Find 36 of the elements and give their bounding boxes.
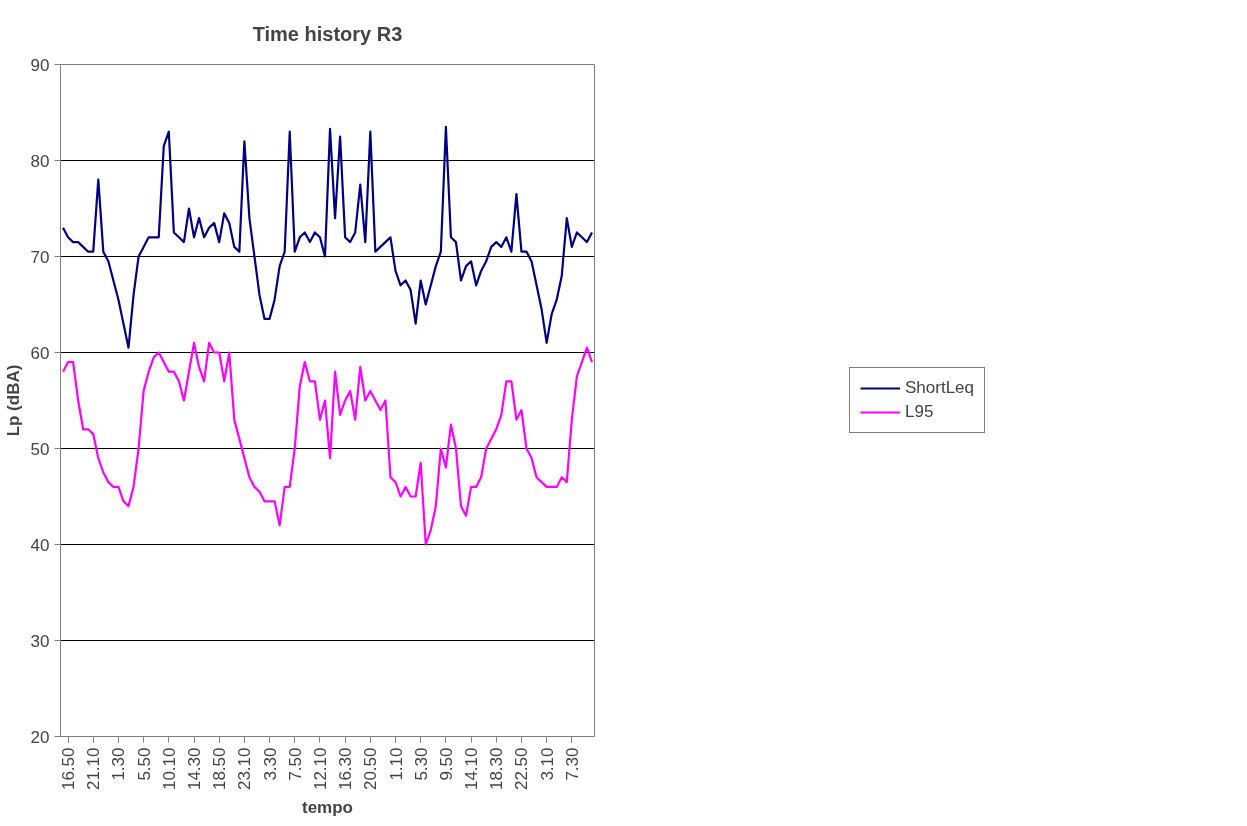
y-tick-label: 20 — [30, 727, 50, 747]
legend-label: ShortLeq — [905, 378, 974, 398]
x-tick-label: 5.30 — [411, 747, 431, 781]
y-tick-label: 70 — [30, 247, 50, 267]
y-tick-label: 80 — [30, 151, 50, 171]
y-tick-label: 30 — [30, 631, 50, 651]
x-tick-label: 21.10 — [84, 747, 104, 791]
line-series — [61, 341, 594, 546]
y-tick-label: 40 — [30, 535, 50, 555]
x-tick-label: 1.30 — [109, 747, 129, 781]
x-tick-label: 22.50 — [512, 747, 532, 791]
x-tick-label: 1.10 — [386, 747, 406, 781]
x-tick-label: 9.50 — [436, 747, 456, 781]
x-tick-label: 5.50 — [134, 747, 154, 781]
x-tick-label: 12.10 — [310, 747, 330, 791]
legend-label: L95 — [905, 402, 934, 422]
x-tick-label: 18.50 — [210, 747, 230, 791]
y-tick-label: 50 — [30, 439, 50, 459]
y-tick-label: 60 — [30, 343, 50, 363]
x-tick-label: 18.30 — [487, 747, 507, 791]
x-tick-label: 14.10 — [462, 747, 482, 791]
x-tick-label: 3.10 — [537, 747, 557, 781]
x-tick-label: 7.50 — [285, 747, 305, 781]
x-tick-label: 10.10 — [159, 747, 179, 791]
x-tick-label: 20.50 — [361, 747, 381, 791]
line-series — [61, 125, 594, 349]
x-tick-label: 16.50 — [59, 747, 79, 791]
x-axis-title: tempo — [302, 798, 353, 818]
x-tick-label: 23.10 — [235, 747, 255, 791]
y-tick-label: 90 — [30, 55, 50, 75]
x-tick-label: 3.30 — [260, 747, 280, 781]
chart-title: Time history R3 — [252, 22, 403, 45]
y-axis-title: Lp (dBA) — [3, 364, 23, 437]
x-tick-label: 7.30 — [562, 747, 582, 781]
x-tick-label: 16.30 — [336, 747, 356, 791]
x-tick-label: 14.30 — [185, 747, 204, 791]
